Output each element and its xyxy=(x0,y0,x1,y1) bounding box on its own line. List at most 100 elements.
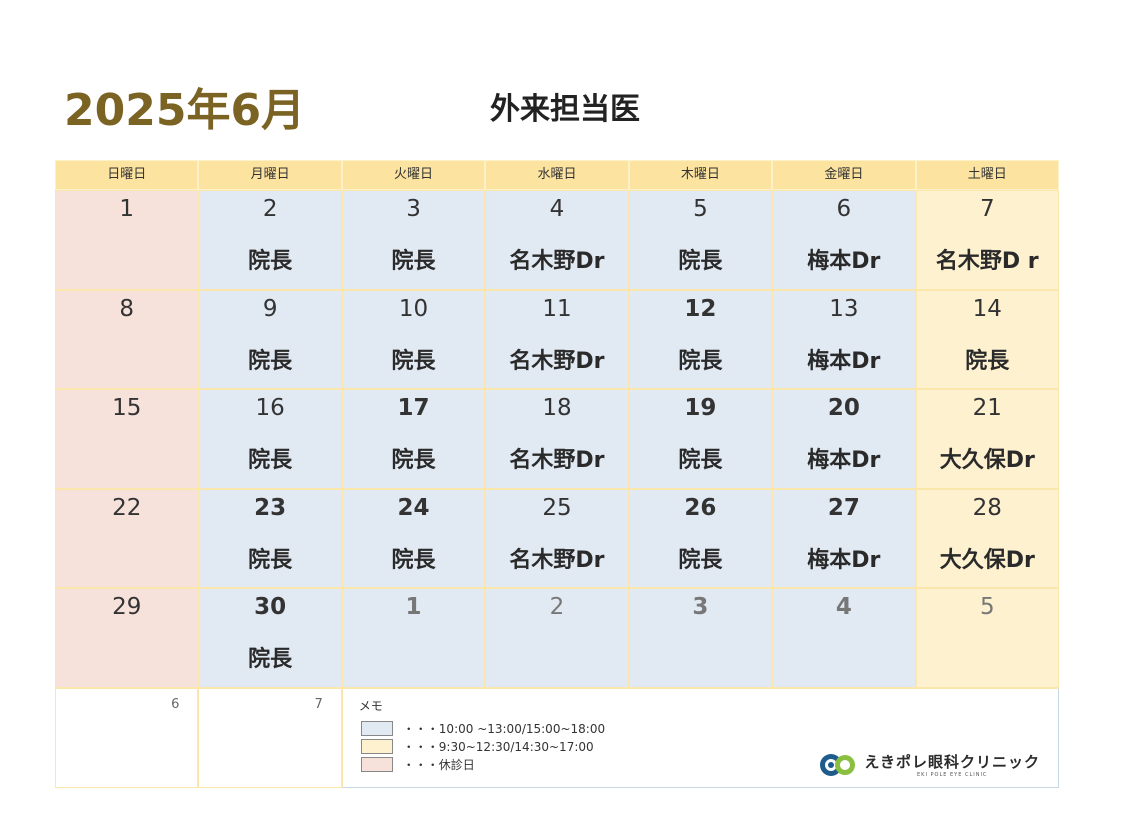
day-cell: 30 院長 xyxy=(198,588,342,688)
doctor-assignment: 院長 xyxy=(391,547,436,573)
day-number: 6 xyxy=(836,196,852,222)
day-number: 2 xyxy=(549,594,565,621)
day-number: 20 xyxy=(827,395,860,422)
doctor-assignment: 名木野D r xyxy=(935,249,1039,274)
day-cell: 26 院長 xyxy=(628,488,773,589)
day-cell: 20 梅本Dr xyxy=(772,389,916,489)
day-number: 4 xyxy=(549,196,565,222)
legend-label: ・・・休診日 xyxy=(402,757,475,772)
day-number: 11 xyxy=(542,295,572,322)
doctor-assignment: 梅本Dr xyxy=(807,547,881,573)
day-cell: 19 院長 xyxy=(628,389,773,489)
day-cell: 12 院長 xyxy=(628,289,773,390)
day-number: 26 xyxy=(684,494,717,521)
day-cell: 27 梅本Dr xyxy=(772,488,916,589)
day-cell: 28 大久保Dr xyxy=(915,488,1059,589)
day-cell: 13 梅本Dr xyxy=(772,289,916,390)
doctor-assignment: 院長 xyxy=(678,547,723,573)
day-number: 17 xyxy=(397,395,430,422)
doctor-assignment: 院長 xyxy=(248,348,293,374)
day-cell: 29 xyxy=(55,588,199,688)
day-cell: 17 院長 xyxy=(341,389,486,489)
doctor-assignment: 院長 xyxy=(391,448,436,474)
day-number: 1 xyxy=(405,594,422,621)
day-cell: 2 xyxy=(485,588,629,688)
day-number: 4 xyxy=(835,594,852,621)
day-number: 29 xyxy=(112,594,142,621)
legend-item-weekday: ・・・10:00 ~13:00/15:00~18:00 xyxy=(360,719,606,737)
overflow-day-number: 7 xyxy=(314,697,323,712)
legend-swatch-weekday xyxy=(360,720,393,736)
doctor-assignment: 名木野Dr xyxy=(509,348,605,374)
day-cell: 1 xyxy=(341,588,486,688)
day-number: 3 xyxy=(692,594,709,621)
day-cell: 14 院長 xyxy=(915,289,1059,390)
day-number: 13 xyxy=(829,295,859,322)
doctor-assignment: 梅本Dr xyxy=(807,448,881,474)
doctor-assignment: 院長 xyxy=(678,348,723,374)
doctor-assignment: 梅本Dr xyxy=(807,348,881,374)
weekday-header-sat: 土曜日 xyxy=(915,160,1059,190)
day-cell: 2 院長 xyxy=(198,190,342,290)
doctor-assignment: 院長 xyxy=(248,547,293,573)
legend-swatch-saturday xyxy=(360,738,393,754)
legend-item-saturday: ・・・9:30~12:30/14:30~17:00 xyxy=(360,737,605,755)
day-cell: 8 xyxy=(55,289,199,390)
doctor-assignment: 院長 xyxy=(248,448,293,474)
weekday-header-mon: 月曜日 xyxy=(198,160,342,190)
weekday-header-tue: 火曜日 xyxy=(341,160,486,190)
legend-label: ・・・9:30~12:30/14:30~17:00 xyxy=(402,739,594,754)
doctor-assignment: 院長 xyxy=(248,249,293,274)
legend-label: ・・・10:00 ~13:00/15:00~18:00 xyxy=(402,721,606,736)
legend-item-closed: ・・・休診日 xyxy=(360,755,605,773)
overflow-day-cell: 6 xyxy=(55,688,199,788)
day-cell: 15 xyxy=(55,389,199,489)
day-number: 21 xyxy=(972,395,1002,422)
clinic-name-en: EKI POLE EYE CLINIC xyxy=(917,772,988,778)
day-number: 22 xyxy=(112,494,142,521)
day-cell: 16 院長 xyxy=(198,389,342,489)
doctor-assignment: 名木野Dr xyxy=(509,547,605,573)
day-number: 16 xyxy=(255,395,285,422)
day-cell: 9 院長 xyxy=(198,289,342,390)
doctor-assignment: 院長 xyxy=(391,249,436,274)
day-number: 23 xyxy=(254,494,287,521)
memo-box: メモ ・・・10:00 ~13:00/15:00~18:00 ・・・9:30~1… xyxy=(341,688,1059,788)
day-number: 3 xyxy=(406,196,421,222)
legend-swatch-closed xyxy=(360,756,393,772)
day-cell: 23 院長 xyxy=(198,488,342,589)
day-cell: 10 院長 xyxy=(341,289,486,390)
doctor-assignment: 大久保Dr xyxy=(939,547,1035,573)
day-number: 5 xyxy=(693,196,708,222)
doctor-assignment: 院長 xyxy=(965,348,1010,374)
day-number: 25 xyxy=(542,494,572,521)
day-number: 14 xyxy=(972,295,1002,322)
doctor-assignment: 院長 xyxy=(678,448,723,474)
day-number: 15 xyxy=(112,395,142,422)
overflow-day-number: 6 xyxy=(171,697,180,712)
clinic-logo: えきポレ眼科クリニック EKI POLE EYE CLINIC xyxy=(818,751,1040,778)
day-number: 2 xyxy=(262,196,278,222)
day-number: 18 xyxy=(542,395,572,422)
weekday-header-sun: 日曜日 xyxy=(55,160,199,190)
day-number: 10 xyxy=(398,295,429,322)
day-number: 24 xyxy=(397,494,430,521)
day-cell: 3 xyxy=(628,588,773,688)
day-cell: 5 院長 xyxy=(628,190,773,290)
day-cell: 4 名木野Dr xyxy=(485,190,629,290)
calendar-grid: 日曜日 月曜日 火曜日 水曜日 木曜日 金曜日 土曜日 1 2 院長 3 院長 4 名木野D… xyxy=(55,160,1059,688)
day-cell: 1 xyxy=(55,190,199,290)
page-title: 外来担当医 xyxy=(490,92,640,127)
doctor-assignment: 院長 xyxy=(248,647,293,673)
day-cell: 6 梅本Dr xyxy=(772,190,916,290)
day-cell: 24 院長 xyxy=(341,488,486,589)
doctor-assignment: 名木野Dr xyxy=(509,249,605,274)
doctor-assignment: 梅本Dr xyxy=(807,249,881,274)
weekday-header-wed: 水曜日 xyxy=(485,160,629,190)
month-title: 2025年6月 xyxy=(64,85,306,136)
day-number: 30 xyxy=(254,594,287,621)
day-cell: 3 院長 xyxy=(341,190,486,290)
day-number: 5 xyxy=(979,594,995,621)
memo-title: メモ xyxy=(358,699,383,713)
day-number: 12 xyxy=(684,295,717,322)
